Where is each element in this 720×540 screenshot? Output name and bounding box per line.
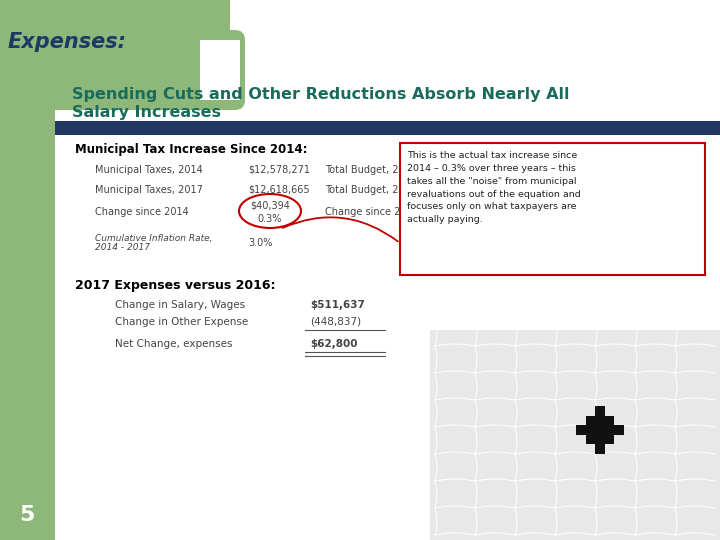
Text: (448,837): (448,837) [310,317,361,327]
Text: This is the actual tax increase since
2014 – 0.3% over three years – this
takes : This is the actual tax increase since 20… [407,151,581,224]
Bar [55,121,720,135]
Text: Municipal Taxes, 2014: Municipal Taxes, 2014 [95,165,203,175]
Text: $1,419,688: $1,419,688 [490,200,545,210]
Text: $12,618,665: $12,618,665 [248,185,310,195]
Text: 6.8%: 6.8% [490,214,514,224]
Text: 5: 5 [19,505,35,525]
Text: 0.3%: 0.3% [258,214,282,224]
FancyBboxPatch shape [45,30,245,110]
Bar [576,425,588,435]
Text: Total Budget, 2014: Total Budget, 2014 [325,165,417,175]
Text: Total Budget, 2017: Total Budget, 2017 [325,185,417,195]
Text: $22,408,100: $22,408,100 [490,185,552,195]
Text: 3.0%: 3.0% [248,238,272,248]
Text: Change in Other Expense: Change in Other Expense [115,317,248,327]
Bar [0,0,230,80]
Bar [595,443,605,454]
Text: Net Change, expenses: Net Change, expenses [115,339,233,349]
Text: Change since 2014: Change since 2014 [95,207,189,217]
Text: Municipal Tax Increase Since 2014:: Municipal Tax Increase Since 2014: [75,144,307,157]
Bar [0,0,55,540]
Text: Spending Cuts and Other Reductions Absorb Nearly All: Spending Cuts and Other Reductions Absor… [72,87,570,103]
Text: Municipal Taxes, 2017: Municipal Taxes, 2017 [95,185,203,195]
Text: Salary Increases: Salary Increases [72,105,221,119]
Text: Cumulative Inflation Rate,: Cumulative Inflation Rate, [95,233,212,242]
Text: Expenses:: Expenses: [8,32,127,52]
Text: $12,578,271: $12,578,271 [248,165,310,175]
Text: Change since 2014: Change since 2014 [325,207,419,217]
Bar [613,425,624,435]
Text: $511,637: $511,637 [310,300,365,310]
Text: 2017 Expenses versus 2016:: 2017 Expenses versus 2016: [75,279,276,292]
FancyBboxPatch shape [586,416,614,444]
Text: $20,988,412: $20,988,412 [490,165,552,175]
Text: Change in Salary, Wages: Change in Salary, Wages [115,300,245,310]
Bar [595,406,605,417]
Text: $40,394: $40,394 [250,200,290,210]
Bar [400,143,705,275]
Text: 2014 - 2017: 2014 - 2017 [95,244,150,253]
Bar [430,330,720,540]
Text: $62,800: $62,800 [310,339,358,349]
Bar [200,40,240,100]
